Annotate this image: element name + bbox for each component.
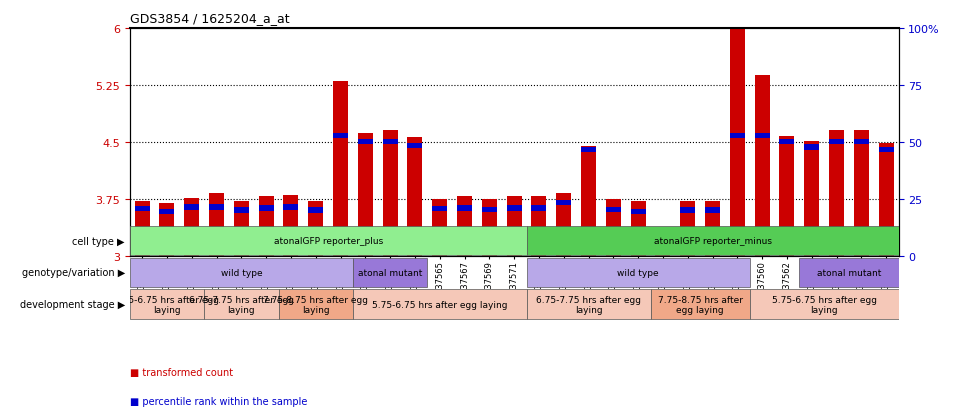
Bar — [750, 290, 899, 320]
Bar — [506, 196, 522, 256]
Text: wild type: wild type — [220, 268, 262, 277]
Text: genotype/variation ▶: genotype/variation ▶ — [22, 268, 125, 278]
Bar — [407, 144, 423, 149]
Bar — [209, 194, 224, 256]
Bar — [754, 76, 770, 256]
Bar — [556, 193, 571, 256]
Bar — [527, 226, 899, 256]
Bar — [779, 140, 795, 145]
Bar — [680, 202, 695, 256]
Bar — [382, 131, 398, 256]
Bar — [506, 206, 522, 211]
Text: development stage ▶: development stage ▶ — [19, 299, 125, 310]
Bar — [135, 206, 150, 212]
Text: 6.75-7.75 hrs after egg
laying: 6.75-7.75 hrs after egg laying — [188, 295, 294, 314]
Bar — [527, 258, 750, 287]
Bar — [754, 134, 770, 139]
Text: atonal mutant: atonal mutant — [357, 268, 422, 277]
Text: 7.75-8.75 hrs after egg
laying: 7.75-8.75 hrs after egg laying — [263, 295, 368, 314]
Bar — [457, 196, 472, 256]
Bar — [605, 207, 621, 213]
Bar — [353, 290, 527, 320]
Bar — [730, 29, 745, 256]
Bar — [204, 290, 279, 320]
Bar — [556, 200, 571, 206]
Bar — [630, 209, 646, 215]
Text: ■ transformed count: ■ transformed count — [130, 367, 233, 377]
Bar — [829, 140, 844, 145]
Bar — [259, 196, 274, 256]
Bar — [130, 258, 353, 287]
Bar — [279, 290, 353, 320]
Text: 5.75-6.75 hrs after egg
laying: 5.75-6.75 hrs after egg laying — [114, 295, 219, 314]
Bar — [185, 199, 199, 256]
Bar — [209, 205, 224, 210]
Bar — [308, 202, 323, 256]
Bar — [878, 144, 894, 256]
Bar — [333, 134, 348, 139]
Bar — [705, 202, 720, 256]
Bar — [407, 137, 423, 256]
Bar — [655, 242, 671, 247]
Bar — [779, 136, 795, 256]
Bar — [800, 258, 899, 287]
Bar — [481, 199, 497, 256]
Bar — [730, 134, 745, 139]
Text: cell type ▶: cell type ▶ — [72, 236, 125, 246]
Bar — [581, 147, 596, 153]
Text: 7.75-8.75 hrs after
egg laying: 7.75-8.75 hrs after egg laying — [657, 295, 743, 314]
Bar — [829, 131, 844, 256]
Bar — [531, 206, 547, 211]
Text: GDS3854 / 1625204_a_at: GDS3854 / 1625204_a_at — [130, 12, 289, 25]
Bar — [630, 202, 646, 256]
Bar — [283, 195, 298, 256]
Bar — [878, 147, 894, 153]
Bar — [160, 209, 174, 215]
Bar — [705, 208, 720, 213]
Bar — [804, 142, 819, 256]
Bar — [680, 208, 695, 213]
Bar — [357, 140, 373, 145]
Bar — [135, 202, 150, 256]
Bar — [234, 202, 249, 256]
Bar — [457, 206, 472, 211]
Bar — [130, 226, 527, 256]
Bar — [382, 140, 398, 145]
Bar — [283, 205, 298, 210]
Bar — [527, 290, 651, 320]
Bar — [353, 258, 428, 287]
Bar — [333, 82, 348, 256]
Bar — [185, 205, 199, 210]
Bar — [308, 208, 323, 213]
Text: atonal mutant: atonal mutant — [817, 268, 881, 277]
Bar — [655, 240, 671, 256]
Bar — [160, 204, 174, 256]
Text: atonalGFP reporter_minus: atonalGFP reporter_minus — [653, 237, 772, 245]
Bar — [531, 196, 547, 256]
Text: 6.75-7.75 hrs after egg
laying: 6.75-7.75 hrs after egg laying — [536, 295, 641, 314]
Bar — [854, 131, 869, 256]
Bar — [432, 199, 447, 256]
Text: ■ percentile rank within the sample: ■ percentile rank within the sample — [130, 396, 308, 406]
Bar — [432, 206, 447, 212]
Bar — [481, 207, 497, 213]
Bar — [581, 147, 596, 256]
Bar — [357, 133, 373, 256]
Text: atonalGFP reporter_plus: atonalGFP reporter_plus — [274, 237, 382, 245]
Bar — [234, 208, 249, 213]
Bar — [259, 206, 274, 211]
Bar — [605, 199, 621, 256]
Text: 5.75-6.75 hrs after egg laying: 5.75-6.75 hrs after egg laying — [372, 300, 507, 309]
Bar — [651, 290, 750, 320]
Bar — [854, 140, 869, 145]
Text: 5.75-6.75 hrs after egg
laying: 5.75-6.75 hrs after egg laying — [772, 295, 876, 314]
Bar — [130, 290, 204, 320]
Text: wild type: wild type — [617, 268, 659, 277]
Bar — [804, 145, 819, 150]
